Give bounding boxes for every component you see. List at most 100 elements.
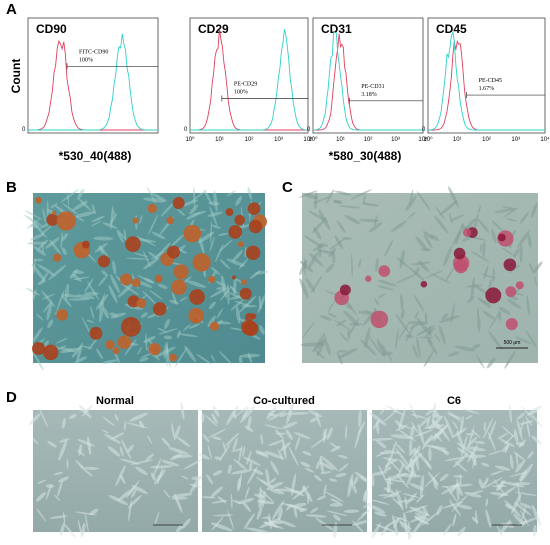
cell <box>374 511 387 517</box>
cell <box>119 474 126 484</box>
cell <box>361 510 370 516</box>
cell <box>425 444 447 450</box>
cell <box>398 458 413 475</box>
cell <box>264 424 283 430</box>
cell <box>533 261 543 274</box>
cell <box>212 470 223 476</box>
cell <box>383 407 400 423</box>
cell <box>174 347 187 368</box>
cell <box>183 458 204 470</box>
gate-label: PE-CD29 <box>234 82 257 88</box>
cell <box>87 281 100 301</box>
cell <box>316 495 326 501</box>
cell <box>177 209 186 216</box>
cell <box>407 521 411 543</box>
cell <box>457 447 469 456</box>
cell <box>299 507 308 512</box>
cell <box>171 422 175 438</box>
cell <box>517 481 521 504</box>
cell <box>312 195 332 204</box>
cell <box>413 429 433 438</box>
cell <box>209 236 215 252</box>
cell <box>76 211 96 218</box>
cell <box>329 478 338 482</box>
cell <box>246 450 252 466</box>
cell <box>466 446 486 452</box>
cell <box>350 253 353 277</box>
cell <box>418 260 430 273</box>
cell <box>89 508 99 516</box>
cell <box>58 440 68 462</box>
cell <box>230 493 233 509</box>
mineral-deposit <box>172 196 185 209</box>
cell <box>358 409 362 428</box>
cell <box>232 250 243 262</box>
cell <box>157 283 168 289</box>
cell <box>406 470 414 486</box>
cell <box>258 295 262 310</box>
cell <box>101 429 109 434</box>
mineral-deposit <box>188 307 204 324</box>
cell <box>343 310 359 326</box>
cell <box>420 336 434 339</box>
cell <box>111 432 125 440</box>
cell <box>32 327 43 343</box>
cell <box>362 502 372 509</box>
cell <box>320 471 332 474</box>
cell <box>362 194 366 205</box>
curve-isotype <box>313 33 423 131</box>
cell <box>143 336 156 344</box>
cell <box>102 416 116 427</box>
cell <box>43 300 53 313</box>
cell <box>49 515 68 519</box>
cell <box>277 449 284 461</box>
cell <box>302 450 312 456</box>
cell <box>488 279 492 291</box>
cell <box>131 485 148 495</box>
cell <box>520 506 526 523</box>
cell <box>471 490 484 494</box>
cell <box>61 247 67 256</box>
mineral-deposit <box>234 214 245 226</box>
cell <box>119 446 124 457</box>
cell <box>485 508 492 528</box>
cell <box>389 493 398 498</box>
cell <box>331 251 336 264</box>
cell <box>494 465 511 471</box>
cell <box>305 277 316 293</box>
lipid-cell <box>378 265 391 277</box>
cell <box>328 238 346 251</box>
cell <box>213 190 218 212</box>
cell <box>207 211 223 217</box>
cell <box>384 239 394 257</box>
cell <box>450 302 455 324</box>
cell <box>471 456 477 466</box>
cell <box>139 214 143 225</box>
cell <box>204 414 218 427</box>
cell <box>405 505 428 514</box>
cell <box>376 285 394 290</box>
cell <box>127 495 142 509</box>
cell <box>181 518 191 529</box>
cell <box>513 428 519 444</box>
cell <box>242 446 246 458</box>
cell <box>397 463 404 477</box>
cell <box>147 214 159 236</box>
cell <box>98 301 104 323</box>
cell <box>528 262 535 274</box>
cell <box>399 520 404 529</box>
cell <box>174 493 183 514</box>
cell <box>239 406 256 423</box>
cell <box>234 300 250 306</box>
cell <box>350 189 372 200</box>
cell <box>323 427 328 444</box>
cell <box>188 323 201 329</box>
cell <box>244 246 247 259</box>
cell <box>483 265 489 280</box>
cell <box>285 429 293 440</box>
cell <box>424 472 441 488</box>
cell <box>362 490 368 502</box>
cell <box>348 322 363 326</box>
cell <box>230 299 244 311</box>
cell <box>56 337 68 344</box>
